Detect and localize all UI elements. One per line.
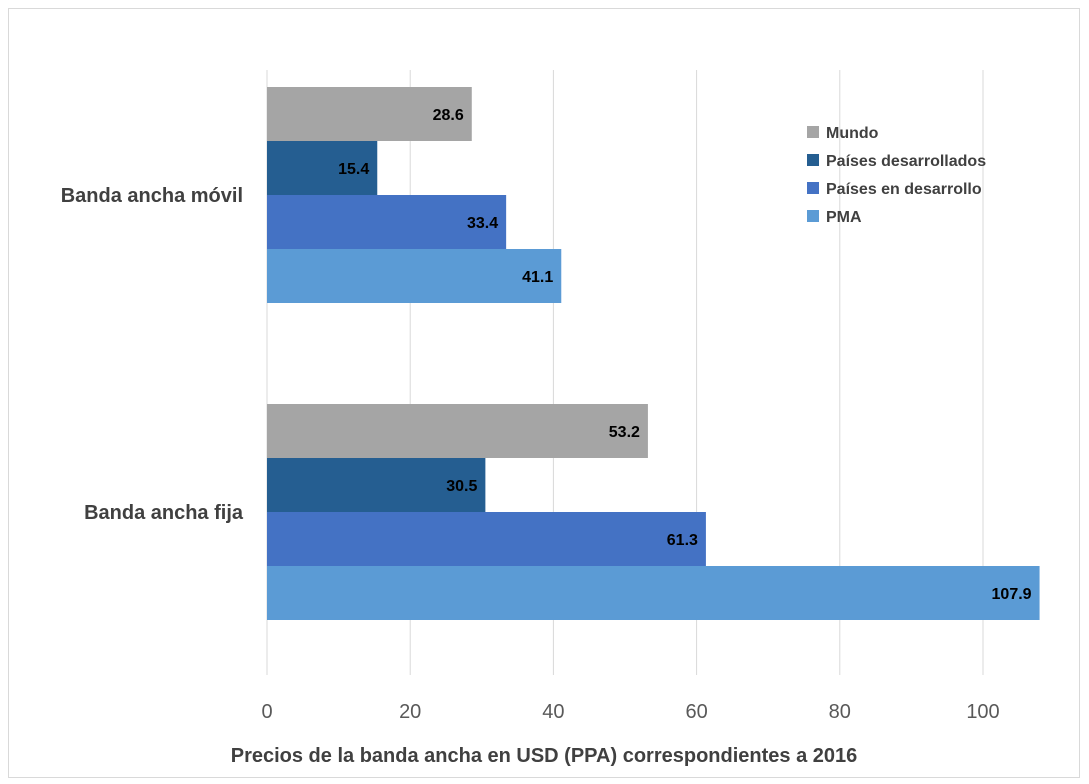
x-tick-label: 40 <box>542 701 564 723</box>
bar-movil-0[interactable] <box>267 87 472 141</box>
bar-fija-3[interactable] <box>267 566 1040 620</box>
legend-entry[interactable]: Mundo <box>826 125 879 142</box>
x-tick-label: 80 <box>829 701 851 723</box>
x-axis-title: Precios de la banda ancha en USD (PPA) c… <box>231 745 858 767</box>
bar-fija-1[interactable] <box>267 458 486 512</box>
bar-fija-0[interactable] <box>267 404 648 458</box>
legend-swatch[interactable] <box>807 154 819 166</box>
legend-swatch[interactable] <box>807 126 819 138</box>
bar-fija-2[interactable] <box>267 512 706 566</box>
legend-entry[interactable]: Países desarrollados <box>826 153 986 170</box>
data-label: 53.2 <box>609 424 640 441</box>
category-label: Banda ancha fija <box>84 502 244 524</box>
data-label: 61.3 <box>667 532 698 549</box>
data-label: 107.9 <box>992 586 1032 603</box>
bar-movil-1[interactable] <box>267 141 378 195</box>
data-label: 15.4 <box>338 161 369 178</box>
legend-entry[interactable]: PMA <box>826 209 862 226</box>
data-label: 41.1 <box>522 269 553 286</box>
x-tick-label: 0 <box>261 701 272 723</box>
x-tick-label: 60 <box>685 701 707 723</box>
data-label: 33.4 <box>467 215 498 232</box>
category-label: Banda ancha móvil <box>61 185 243 207</box>
chart-frame <box>8 8 1080 778</box>
data-label: 28.6 <box>433 107 464 124</box>
legend-entry[interactable]: Países en desarrollo <box>826 181 982 198</box>
data-label: 30.5 <box>446 478 477 495</box>
legend-swatch[interactable] <box>807 210 819 222</box>
x-tick-label: 20 <box>399 701 421 723</box>
bar-movil-3[interactable] <box>267 249 562 303</box>
x-tick-label: 100 <box>966 701 999 723</box>
bar-movil-2[interactable] <box>267 195 507 249</box>
legend-swatch[interactable] <box>807 182 819 194</box>
